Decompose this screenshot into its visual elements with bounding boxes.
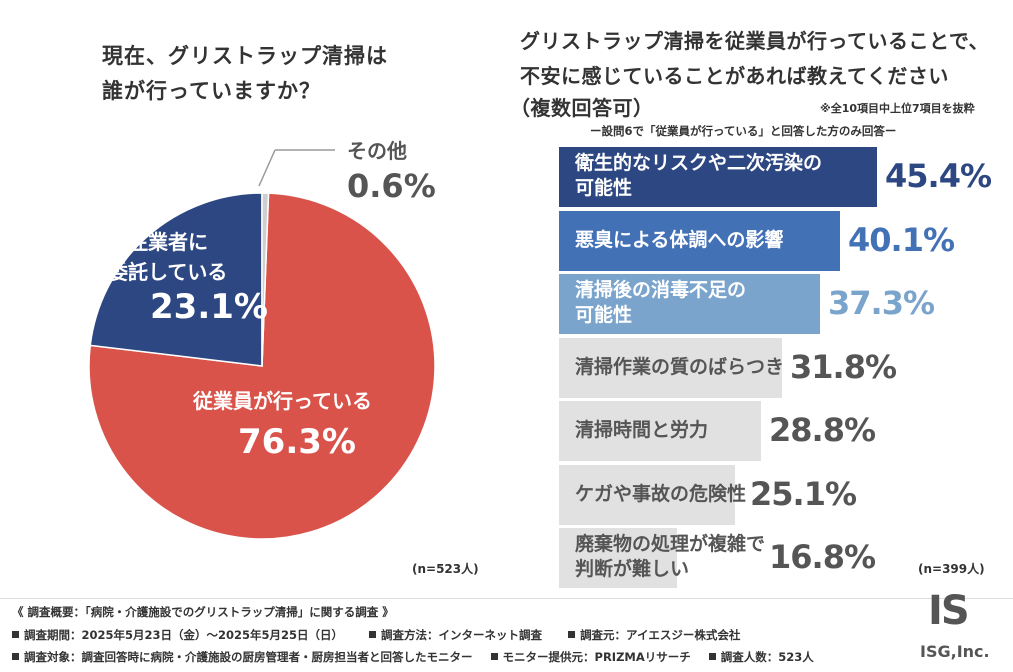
bar-label: 悪臭による体調への影響	[575, 228, 783, 253]
bar-rect	[559, 274, 820, 334]
pie-value-outsourced: 23.1%	[150, 287, 268, 327]
bar-value: 16.8%	[769, 538, 876, 576]
bar-value: 37.3%	[828, 284, 935, 322]
bar-title-line3: （複数回答可）	[510, 96, 654, 120]
pie-label-outsourced-line1: 外注業者に	[108, 230, 208, 254]
footer-row1: 調査期間：2025年5月23日（金）〜2025年5月25日（日） 調査方法：イン…	[12, 627, 762, 643]
pie-title-line2: 誰が行っていますか？	[102, 79, 321, 103]
bar-value: 28.8%	[769, 411, 876, 449]
bar-n-label: (n=399人)	[918, 562, 985, 576]
footer-method: 調査方法：インターネット調査	[381, 628, 543, 642]
footer-target: 調査対象：調査回答時に病院・介護施設の厨房管理者・厨房担当者と回答したモニター	[24, 650, 473, 664]
bar-note: ※全10項目中上位7項目を抜粋	[820, 102, 975, 115]
footer-overview: 《 調査概要：「病院・介護施設でのグリストラップ清掃」に関する調査 》	[12, 605, 394, 619]
pie-slice-other	[261, 192, 270, 367]
pie-slice-outsourced	[89, 192, 263, 367]
bar-title-line1: グリストラップ清掃を従業員が行っていることで、	[520, 29, 990, 53]
isg-logo-mark: IS	[928, 588, 970, 634]
pie-chart	[88, 149, 436, 540]
bar-label: 清掃後の消毒不足の 可能性	[575, 278, 746, 328]
footer-provider: モニター提供元：PRIZMAリサーチ	[502, 650, 691, 664]
bar-rect	[559, 528, 677, 588]
footer-row2: 調査対象：調査回答時に病院・介護施設の厨房管理者・厨房担当者と回答したモニター …	[12, 649, 814, 665]
pie-label-outsourced-line2: 委託している	[108, 260, 228, 284]
bar-label: ケガや事故の危険性	[575, 482, 746, 507]
pie-title-line1: 現在、グリストラップ清掃は	[102, 44, 388, 68]
bar-label: 廃棄物の処理が複雑で 判断が難しい	[575, 532, 765, 582]
bar-rect	[559, 465, 735, 525]
bar-label-line1: 衛生的なリスクや二次汚染の	[575, 152, 823, 174]
footer-count: 調査人数：523人	[720, 650, 814, 664]
pie-value-other: 0.6%	[347, 167, 436, 205]
isg-logo-text: ISG,Inc.	[920, 642, 990, 661]
bar-value: 45.4%	[885, 157, 992, 195]
pie-label-outsourced: 外注業者に 委託している	[108, 227, 227, 287]
bar-label-line1: 廃棄物の処理が複雑で	[575, 533, 766, 555]
bar-label: 衛生的なリスクや二次汚染の 可能性	[575, 151, 822, 201]
bar-label-line1: 清掃後の消毒不足の	[575, 279, 747, 301]
bar-label: 清掃作業の質のばらつき	[575, 355, 784, 380]
footer-period: 調査期間：2025年5月23日（金）〜2025年5月25日（日）	[24, 628, 344, 642]
bar-label-line2: 可能性	[575, 177, 633, 199]
pie-other-leader-line	[258, 149, 276, 187]
bar-rect	[559, 211, 840, 271]
pie-label-employees: 従業員が行っている	[193, 389, 372, 413]
footer-source: 調査元：アイエスジー株式会社	[580, 628, 741, 642]
bar-label-line2: 可能性	[575, 304, 633, 326]
footer-divider	[0, 598, 1013, 599]
bar-value: 31.8%	[790, 348, 897, 386]
pie-label-other: その他	[347, 139, 407, 163]
bar-label: 清掃時間と労力	[575, 418, 708, 443]
bar-rect	[559, 401, 761, 461]
bar-value: 40.1%	[848, 221, 955, 259]
bar-label-line1: 清掃時間と労力	[575, 419, 709, 441]
bar-label-line1: 悪臭による体調への影響	[575, 229, 784, 251]
bar-rect	[559, 338, 782, 398]
bar-label-line1: ケガや事故の危険性	[575, 483, 747, 505]
bar-subtitle: ー設問6で「従業員が行っている」と回答した方のみ回答ー	[590, 124, 897, 138]
bar-label-line1: 清掃作業の質のばらつき	[575, 356, 785, 378]
bar-label-line2: 判断が難しい	[575, 558, 690, 580]
bar-rect	[559, 147, 877, 207]
bar-title-line2: 不安に感じていることがあれば教えてください	[520, 64, 949, 88]
pie-n-label: (n=523人)	[412, 562, 479, 576]
bar-value: 25.1%	[750, 475, 857, 513]
pie-value-employees: 76.3%	[238, 422, 356, 462]
